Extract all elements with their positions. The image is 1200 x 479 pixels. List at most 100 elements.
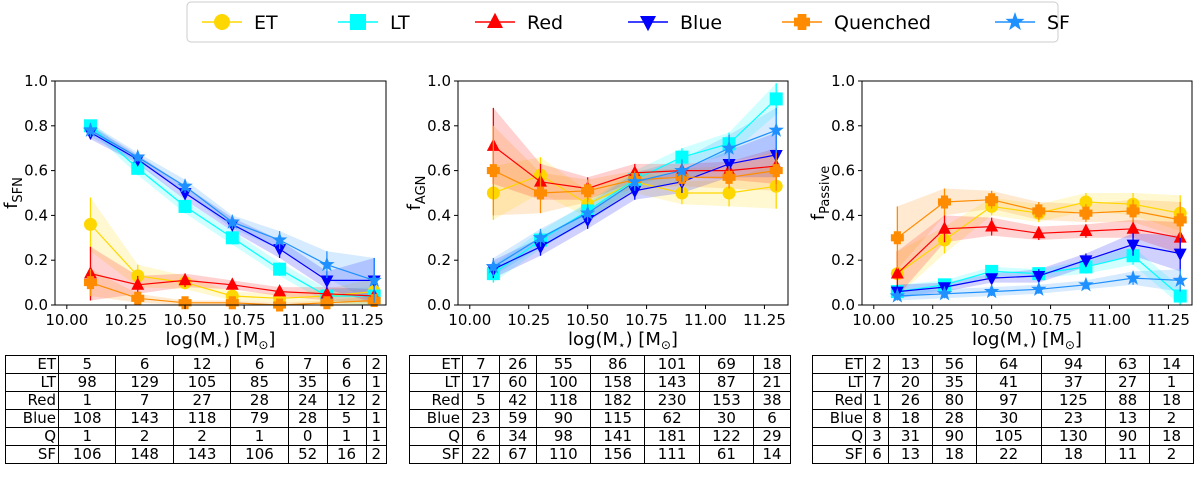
table-row: ET 7 26 55 86 101 69 18 [409, 355, 791, 374]
point-blue [1173, 248, 1187, 261]
row-label: Blue [5, 409, 59, 428]
table-cell: 118 [172, 409, 232, 428]
table-cell: 16 [326, 445, 367, 464]
point-red [320, 286, 334, 299]
band-et [90, 197, 375, 305]
point-quenched [131, 291, 145, 305]
table-row: SF 22 67 110 156 111 61 14 [409, 445, 791, 464]
point-sf [271, 231, 288, 247]
x-tick-label: 10.50 [970, 311, 1013, 329]
x-axis-label: log(M⋆) [M⊙] [568, 329, 678, 352]
point-red [938, 221, 951, 234]
point-sf [485, 258, 502, 274]
point-sf [889, 287, 906, 303]
table-cell: 31 [888, 427, 933, 446]
point-lt [131, 161, 145, 175]
table-cell: 28 [230, 391, 289, 410]
table-row: Blue 8 18 28 30 23 13 2 [812, 409, 1194, 428]
table-cell: 141 [590, 427, 646, 446]
table-cell: 18 [1040, 445, 1107, 464]
table-cell: 18 [753, 355, 791, 374]
legend-label-red: Red [527, 12, 563, 34]
x-tick-label: 10.50 [164, 311, 207, 329]
table-cell: 181 [644, 427, 700, 446]
row-label: SF [812, 445, 866, 464]
point-sf [936, 285, 953, 301]
legend-frame [186, 1, 1059, 43]
table-cell: 90 [535, 409, 592, 428]
counts-table-passive: ET 2 13 56 64 94 63 14 LT 7 20 35 41 37 27 1 Red 1 26 80 97 1… [812, 355, 1194, 464]
y-tick-label: 0.4 [831, 206, 855, 224]
table-cell: 41 [975, 373, 1042, 392]
point-sf [130, 149, 146, 164]
table-cell: 7 [462, 355, 500, 374]
table-cell: 8 [864, 409, 890, 428]
table-cell: 13 [888, 355, 933, 374]
point-sf [1078, 276, 1094, 292]
point-red [131, 277, 145, 290]
table-cell: 2 [172, 427, 232, 446]
table-cell: 23 [462, 409, 500, 428]
x-tick-label: 10.00 [448, 311, 491, 329]
point-red [178, 272, 192, 286]
point-sf [579, 205, 596, 220]
table-cell: 14 [1149, 355, 1194, 374]
table-cell: 38 [753, 391, 791, 410]
table-cell: 30 [698, 409, 755, 428]
table-row: SF 106 148 143 106 52 16 2 [5, 445, 388, 464]
point-quenched [1173, 213, 1187, 227]
table-cell: 52 [287, 445, 328, 464]
table-cell: 63 [1105, 355, 1151, 374]
point-sf [983, 283, 1000, 299]
table-cell: 6 [115, 355, 174, 374]
point-et [1079, 195, 1093, 209]
legend-label-quenched: Quenched [834, 12, 931, 34]
point-red [225, 277, 239, 290]
legend-marker-blue [640, 16, 656, 32]
table-cell: 90 [1105, 427, 1151, 446]
point-blue [273, 244, 287, 257]
table-cell: 1 [57, 427, 117, 446]
table-cell: 88 [1105, 391, 1151, 410]
table-row: LT 17 60 100 158 143 87 21 [409, 373, 791, 392]
point-quenched [581, 184, 595, 198]
point-blue [534, 241, 547, 255]
table-cell: 28 [931, 409, 977, 428]
row-label: SF [5, 445, 59, 464]
table-cell: 37 [1040, 373, 1107, 392]
table-cell: 5 [57, 355, 117, 374]
point-blue [628, 185, 642, 199]
point-lt [675, 150, 689, 164]
row-label: LT [812, 373, 866, 392]
y-tick-label: 0.2 [24, 251, 48, 269]
point-quenched [83, 276, 97, 290]
legend: ET LT Red Blue Quenched SF [186, 1, 1070, 43]
point-quenched [769, 164, 783, 178]
table-row: Red 1 7 27 28 24 12 2 [5, 391, 388, 410]
point-sf [366, 272, 382, 287]
legend-label-sf: SF [1047, 12, 1070, 34]
table-cell: 143 [172, 445, 232, 464]
point-sf [177, 178, 193, 193]
table-cell: 26 [498, 355, 537, 374]
table-cell: 100 [535, 373, 592, 392]
legend-marker-red [487, 12, 503, 28]
table-cell: 143 [115, 409, 174, 428]
row-label: Q [812, 427, 866, 446]
table-cell: 98 [57, 373, 117, 392]
table-cell: 12 [326, 391, 367, 410]
table-cell: 80 [931, 391, 977, 410]
table-cell: 17 [462, 373, 500, 392]
table-cell: 1 [230, 427, 289, 446]
table-row: Red 5 42 118 182 230 153 38 [409, 391, 791, 410]
point-quenched [178, 296, 192, 310]
table-cell: 35 [287, 373, 328, 392]
table-cell: 94 [1040, 355, 1107, 374]
point-quenched [1126, 204, 1140, 218]
x-tick-label: 10.75 [1029, 311, 1072, 329]
table-cell: 1 [365, 427, 388, 446]
point-red [1126, 221, 1140, 234]
table-row: LT 98 129 105 85 35 6 1 [5, 373, 388, 392]
point-lt [178, 199, 192, 213]
table-cell: 7 [115, 391, 174, 410]
